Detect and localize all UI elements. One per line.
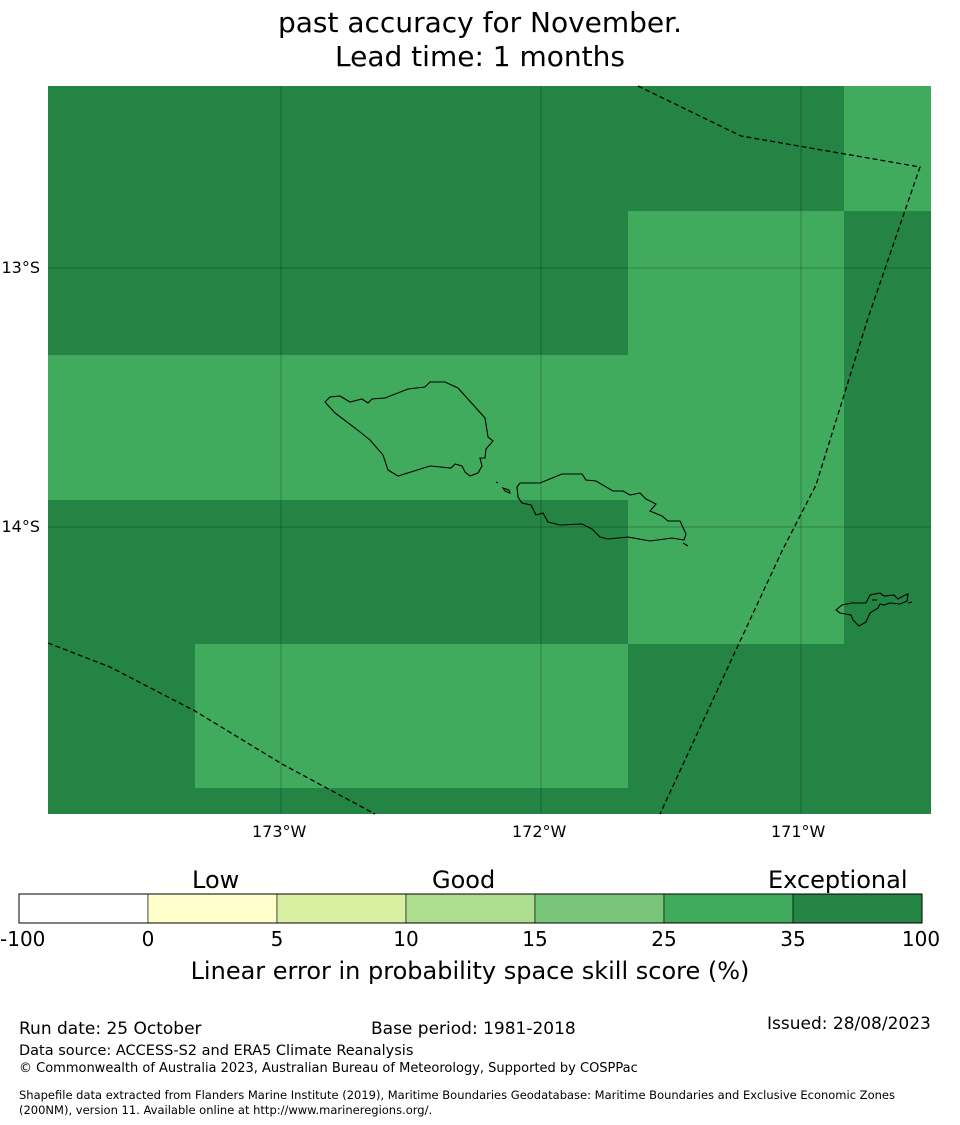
legend-swatch bbox=[534, 893, 665, 924]
islet bbox=[907, 601, 913, 604]
legend-tick: 15 bbox=[522, 927, 548, 951]
legend-axis-label: Linear error in probability space skill … bbox=[190, 957, 750, 985]
grid-cell bbox=[48, 355, 844, 500]
legend-tick: 25 bbox=[651, 927, 677, 951]
legend-category-good: Good bbox=[432, 866, 496, 894]
shapefile-credit-line-2: (200NM), version 11. Available online at… bbox=[19, 1103, 433, 1117]
legend-tick: 0 bbox=[141, 927, 155, 951]
legend-swatch bbox=[147, 893, 278, 924]
legend-category-low: Low bbox=[192, 866, 240, 894]
lat-label-13s: 13°S bbox=[1, 258, 40, 277]
grid-cell bbox=[195, 644, 628, 788]
coastlines bbox=[324, 381, 913, 627]
lon-label-173w: 173°W bbox=[252, 822, 307, 841]
colorbar bbox=[18, 893, 923, 924]
base-period: Base period: 1981-2018 bbox=[371, 1019, 576, 1039]
legend-tick: -100 bbox=[0, 927, 46, 951]
legend-category-exceptional: Exceptional bbox=[768, 866, 908, 894]
data-source: Data source: ACCESS-S2 and ERA5 Climate … bbox=[19, 1043, 414, 1059]
legend-tick: 100 bbox=[901, 927, 941, 951]
title-line-1: past accuracy for November. bbox=[277, 6, 683, 39]
title-line-2: Lead time: 1 months bbox=[335, 40, 625, 73]
boundary-line bbox=[47, 642, 376, 815]
legend-swatch bbox=[405, 893, 536, 924]
legend-outline bbox=[18, 893, 923, 924]
grid-cell bbox=[628, 211, 844, 355]
lon-label-171w: 171°W bbox=[771, 822, 826, 841]
legend-swatch bbox=[18, 893, 149, 924]
copyright: © Commonwealth of Australia 2023, Austra… bbox=[19, 1061, 638, 1076]
islet bbox=[682, 542, 689, 547]
legend-swatch bbox=[663, 893, 794, 924]
lat-label-14s: 14°S bbox=[1, 517, 40, 536]
island-upolu bbox=[516, 473, 687, 542]
boundary-line bbox=[637, 85, 921, 815]
maritime-boundaries bbox=[47, 85, 921, 815]
legend-swatch bbox=[276, 893, 407, 924]
legend-tick: 10 bbox=[393, 927, 419, 951]
legend-tick: 35 bbox=[780, 927, 806, 951]
islet bbox=[501, 486, 511, 494]
run-date: Run date: 25 October bbox=[19, 1019, 202, 1039]
island-savaii bbox=[324, 381, 494, 477]
legend-swatch bbox=[792, 893, 923, 924]
legend-tick: 5 bbox=[270, 927, 284, 951]
map-gridlines bbox=[48, 86, 931, 814]
skill-grid bbox=[48, 86, 931, 814]
issued-date: Issued: 28/08/2023 bbox=[767, 1014, 931, 1034]
islet bbox=[495, 481, 499, 484]
shapefile-credit-line-1: Shapefile data extracted from Flanders M… bbox=[19, 1088, 895, 1102]
grid-cell bbox=[844, 86, 931, 211]
lon-label-172w: 172°W bbox=[512, 822, 567, 841]
island-tutuila bbox=[835, 592, 909, 627]
grid-cell bbox=[628, 500, 844, 644]
